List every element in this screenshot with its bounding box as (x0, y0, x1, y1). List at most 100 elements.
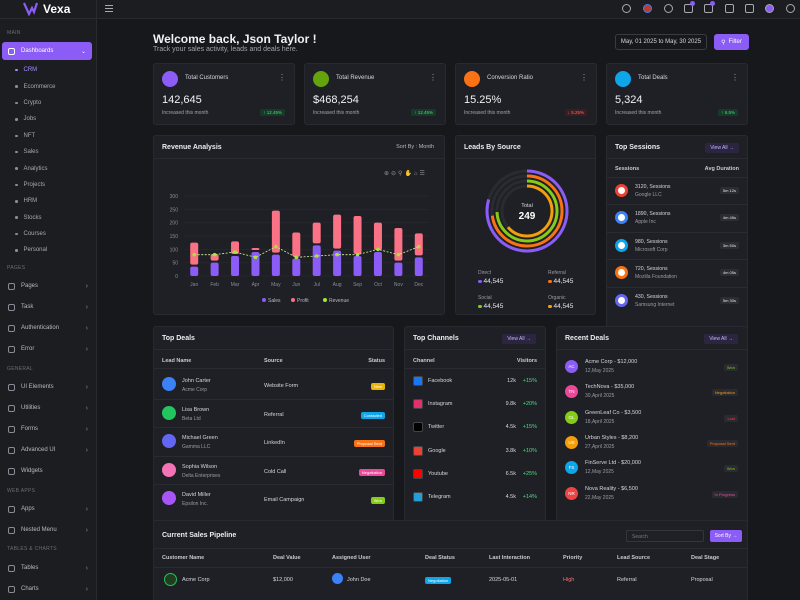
channel-name: Youtube (428, 470, 448, 477)
stat-change-badge: ↑ 12.45% (411, 109, 436, 116)
revenue-point (314, 254, 319, 258)
sidebar-item-nested-menu[interactable]: Nested Menu › (0, 520, 96, 540)
apps-grid-icon[interactable] (725, 4, 734, 13)
more-options-icon[interactable]: ⋮ (278, 73, 286, 82)
legend-dot (548, 304, 552, 309)
sidebar-item-utilities[interactable]: Utilities › (0, 398, 96, 418)
pipeline-sort-button[interactable]: Sort By → (710, 530, 742, 542)
recent-deal-date: 22,May 2025 (585, 494, 614, 501)
chart-icon (8, 585, 15, 593)
sidebar-sub-personal[interactable]: Personal (0, 242, 96, 258)
top-sessions-card: Top Sessions View All → Sessions Avg Dur… (606, 135, 748, 337)
recent-deal-date: 12,May 2025 (585, 368, 614, 374)
page-subtitle: Track your sales activity, leads and dea… (153, 46, 298, 53)
sidebar-item-pages[interactable]: Pages › (0, 276, 96, 296)
sidebar-sub-stocks[interactable]: Stocks (0, 210, 96, 226)
pipeline-value: $12,000 (273, 577, 293, 583)
sidebar-sub-crm[interactable]: CRM (0, 62, 96, 78)
sidebar-sub-hrm[interactable]: HRM (0, 193, 96, 209)
menu-toggle-icon[interactable] (105, 5, 113, 12)
sidebar-item-apps[interactable]: Apps › (0, 499, 96, 519)
sidebar-item-forms[interactable]: Forms › (0, 419, 96, 439)
divider (154, 398, 393, 400)
bar-sales (231, 256, 240, 276)
fullscreen-icon[interactable] (745, 4, 754, 13)
channel-change: +15% (522, 378, 537, 384)
legend-label: Revenue (329, 298, 349, 304)
revenue-chart: 0 50 100 150 200 250 300 Jan Feb Mar Apr May Jun Jul A… (170, 194, 429, 304)
session-source: Apple Inc (635, 219, 656, 226)
pipeline-col-header: Deal Value (273, 555, 301, 561)
session-source: Mozilla Foundation (635, 274, 677, 281)
gear-icon[interactable] (786, 4, 795, 13)
status-badge: Proposal Sent (353, 440, 385, 447)
leads-source-row: 44,545 (548, 278, 573, 285)
search-icon[interactable] (622, 4, 631, 13)
deal-initials-avatar: FS (565, 461, 578, 475)
bar-profit (231, 241, 240, 254)
filter-button[interactable]: ⚲ Filter (714, 34, 749, 50)
flag-icon[interactable] (643, 4, 652, 13)
sidebar-sub-ecommerce[interactable]: Ecommerce (0, 78, 96, 94)
stat-value: 142,645 (162, 94, 202, 106)
sidebar-sub-crypto[interactable]: Crypto (0, 95, 96, 111)
channels-view-all-button[interactable]: View All → (502, 334, 536, 344)
more-options-icon[interactable]: ⋮ (731, 73, 739, 82)
sidebar-item-widgets[interactable]: Widgets (0, 461, 96, 481)
recent-deal-title: Acme Corp - $12,000 (585, 359, 638, 365)
more-options-icon[interactable]: ⋮ (580, 73, 588, 82)
pipeline-user: John Doe (347, 577, 371, 583)
bar-sales (210, 262, 219, 276)
avatar (162, 491, 176, 505)
top-channels-card: Top Channels View All → Channel Visitors… (404, 326, 546, 530)
pipeline-stage: Proposal (691, 577, 713, 583)
sidebar-item-advanced-ui[interactable]: Advanced UI › (0, 440, 96, 460)
x-tick-label: Mar (231, 282, 240, 288)
deal-source: Referral (264, 411, 284, 418)
channel-change: +10% (522, 447, 537, 454)
deal-company: Acme Corp (182, 387, 208, 393)
form-icon (8, 425, 15, 433)
sidebar-sub-analytics[interactable]: Analytics (0, 160, 96, 176)
stat-label: Total Deals (638, 75, 668, 81)
sessions-view-all-button[interactable]: View All → (705, 143, 739, 153)
pipeline-col-header: Assigned User (332, 555, 371, 561)
sidebar-sub-nft[interactable]: NFT (0, 128, 96, 144)
recent-view-all-button[interactable]: View All → (704, 334, 738, 344)
sidebar-sub-sales[interactable]: Sales (0, 144, 96, 160)
pages-menu: Pages › Task › Authentication › Error › (0, 276, 96, 359)
customer-logo-icon (164, 573, 177, 586)
sidebar-item-ui-elements[interactable]: UI Elements › (0, 377, 96, 397)
sidebar-item-error[interactable]: Error › (0, 339, 96, 359)
cart-icon[interactable] (684, 4, 693, 13)
x-tick-label: Oct (374, 282, 382, 288)
sidebar-sub-courses[interactable]: Courses (0, 226, 96, 242)
recent-deal-date: 27,April 2025 (585, 443, 615, 450)
theme-toggle-icon[interactable] (664, 4, 673, 13)
date-range-picker[interactable]: May, 01 2025 to May, 30 2025 (615, 34, 707, 50)
sidebar-item-charts[interactable]: Charts › (0, 579, 96, 599)
pipeline-search-input[interactable]: Search (626, 530, 704, 542)
deal-lead-name: Sophia Wilson (182, 463, 218, 470)
more-options-icon[interactable]: ⋮ (429, 73, 437, 82)
revenue-sort-dropdown[interactable]: Sort By : Month (396, 144, 434, 150)
browser-icon (615, 184, 628, 197)
sidebar-item-authentication[interactable]: Authentication › (0, 318, 96, 338)
session-count: 980, Sessions (635, 238, 668, 245)
sidebar-item-dashboards[interactable]: Dashboards ⌄ (2, 42, 92, 60)
recent-deal-title: TechNova - $35,000 (585, 384, 635, 391)
cart-badge (690, 1, 695, 6)
sidebar-sub-jobs[interactable]: Jobs (0, 111, 96, 127)
bell-icon[interactable] (704, 4, 713, 13)
sidebar-item-tables[interactable]: Tables › (0, 558, 96, 578)
chart-toolbar[interactable]: ⊕⊖⚲✋⌂☰ (384, 171, 427, 177)
brand[interactable]: Vexa (0, 0, 96, 19)
sidebar-item-task[interactable]: Task › (0, 297, 96, 317)
channel-change: +14% (522, 494, 537, 500)
leads-legend-item: Organic 44,545 (548, 295, 573, 310)
avatar[interactable] (765, 4, 774, 13)
pipeline-title: Current Sales Pipeline (162, 532, 237, 539)
deal-company: Delta Enterprises (182, 472, 221, 479)
sidebar-sub-projects[interactable]: Projects (0, 177, 96, 193)
recent-deal-title: FinServe Ltd - $20,000 (585, 460, 641, 467)
